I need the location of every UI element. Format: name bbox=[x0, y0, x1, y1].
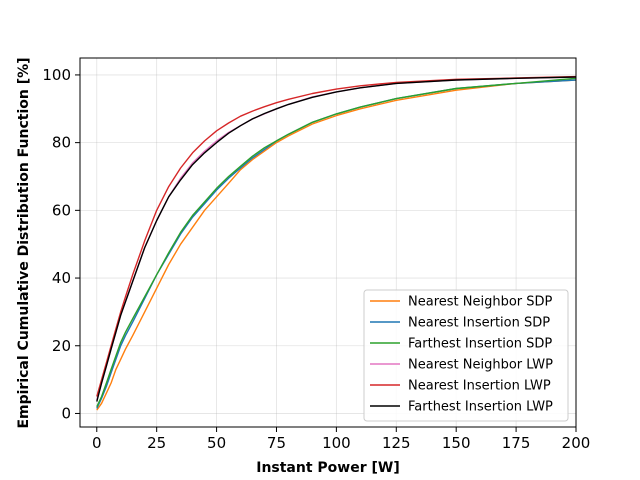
x-tick-label: 100 bbox=[322, 434, 351, 452]
x-tick-label: 125 bbox=[382, 434, 411, 452]
series-line-3 bbox=[96, 77, 577, 407]
y-tick-label: 0 bbox=[61, 404, 71, 422]
series-line-5 bbox=[96, 75, 577, 397]
legend-entry-4: Nearest Neighbor LWP bbox=[408, 358, 553, 373]
series-line-6 bbox=[96, 76, 577, 402]
y-tick-label: 20 bbox=[52, 337, 71, 355]
legend-entry-5: Nearest Insertion LWP bbox=[408, 379, 551, 394]
axis-ticks: 0 25 50 75 100 125 150 175 200 0 20 40 60 80 100 bbox=[42, 66, 590, 452]
legend-entry-2: Nearest Insertion SDP bbox=[408, 316, 550, 331]
x-tick-label: 175 bbox=[502, 434, 531, 452]
y-tick-label: 40 bbox=[52, 269, 71, 287]
x-tick-label: 0 bbox=[92, 434, 102, 452]
series-line-1 bbox=[96, 79, 577, 411]
legend-box bbox=[363, 289, 569, 422]
legend: Nearest Neighbor SDP Nearest Insertion SD… bbox=[363, 289, 569, 422]
series-lines bbox=[96, 75, 577, 411]
y-tick-label: 60 bbox=[52, 201, 71, 219]
legend-entry-3: Farthest Insertion SDP bbox=[408, 337, 552, 352]
x-tick-label: 75 bbox=[267, 434, 286, 452]
x-tick-label: 200 bbox=[562, 434, 591, 452]
y-tick-label: 80 bbox=[52, 134, 71, 152]
legend-entry-1: Nearest Neighbor SDP bbox=[408, 295, 553, 310]
grid bbox=[80, 58, 577, 427]
plot-frame bbox=[79, 57, 577, 428]
x-axis-label: Instant Power [W] bbox=[256, 460, 400, 476]
y-tick-label: 100 bbox=[42, 66, 71, 84]
x-tick-label: 150 bbox=[442, 434, 471, 452]
x-tick-label: 50 bbox=[207, 434, 226, 452]
x-tick-label: 25 bbox=[147, 434, 166, 452]
y-axis-label: Empirical Cumulative Distribution Functi… bbox=[16, 57, 32, 428]
legend-entry-6: Farthest Insertion LWP bbox=[408, 400, 553, 415]
